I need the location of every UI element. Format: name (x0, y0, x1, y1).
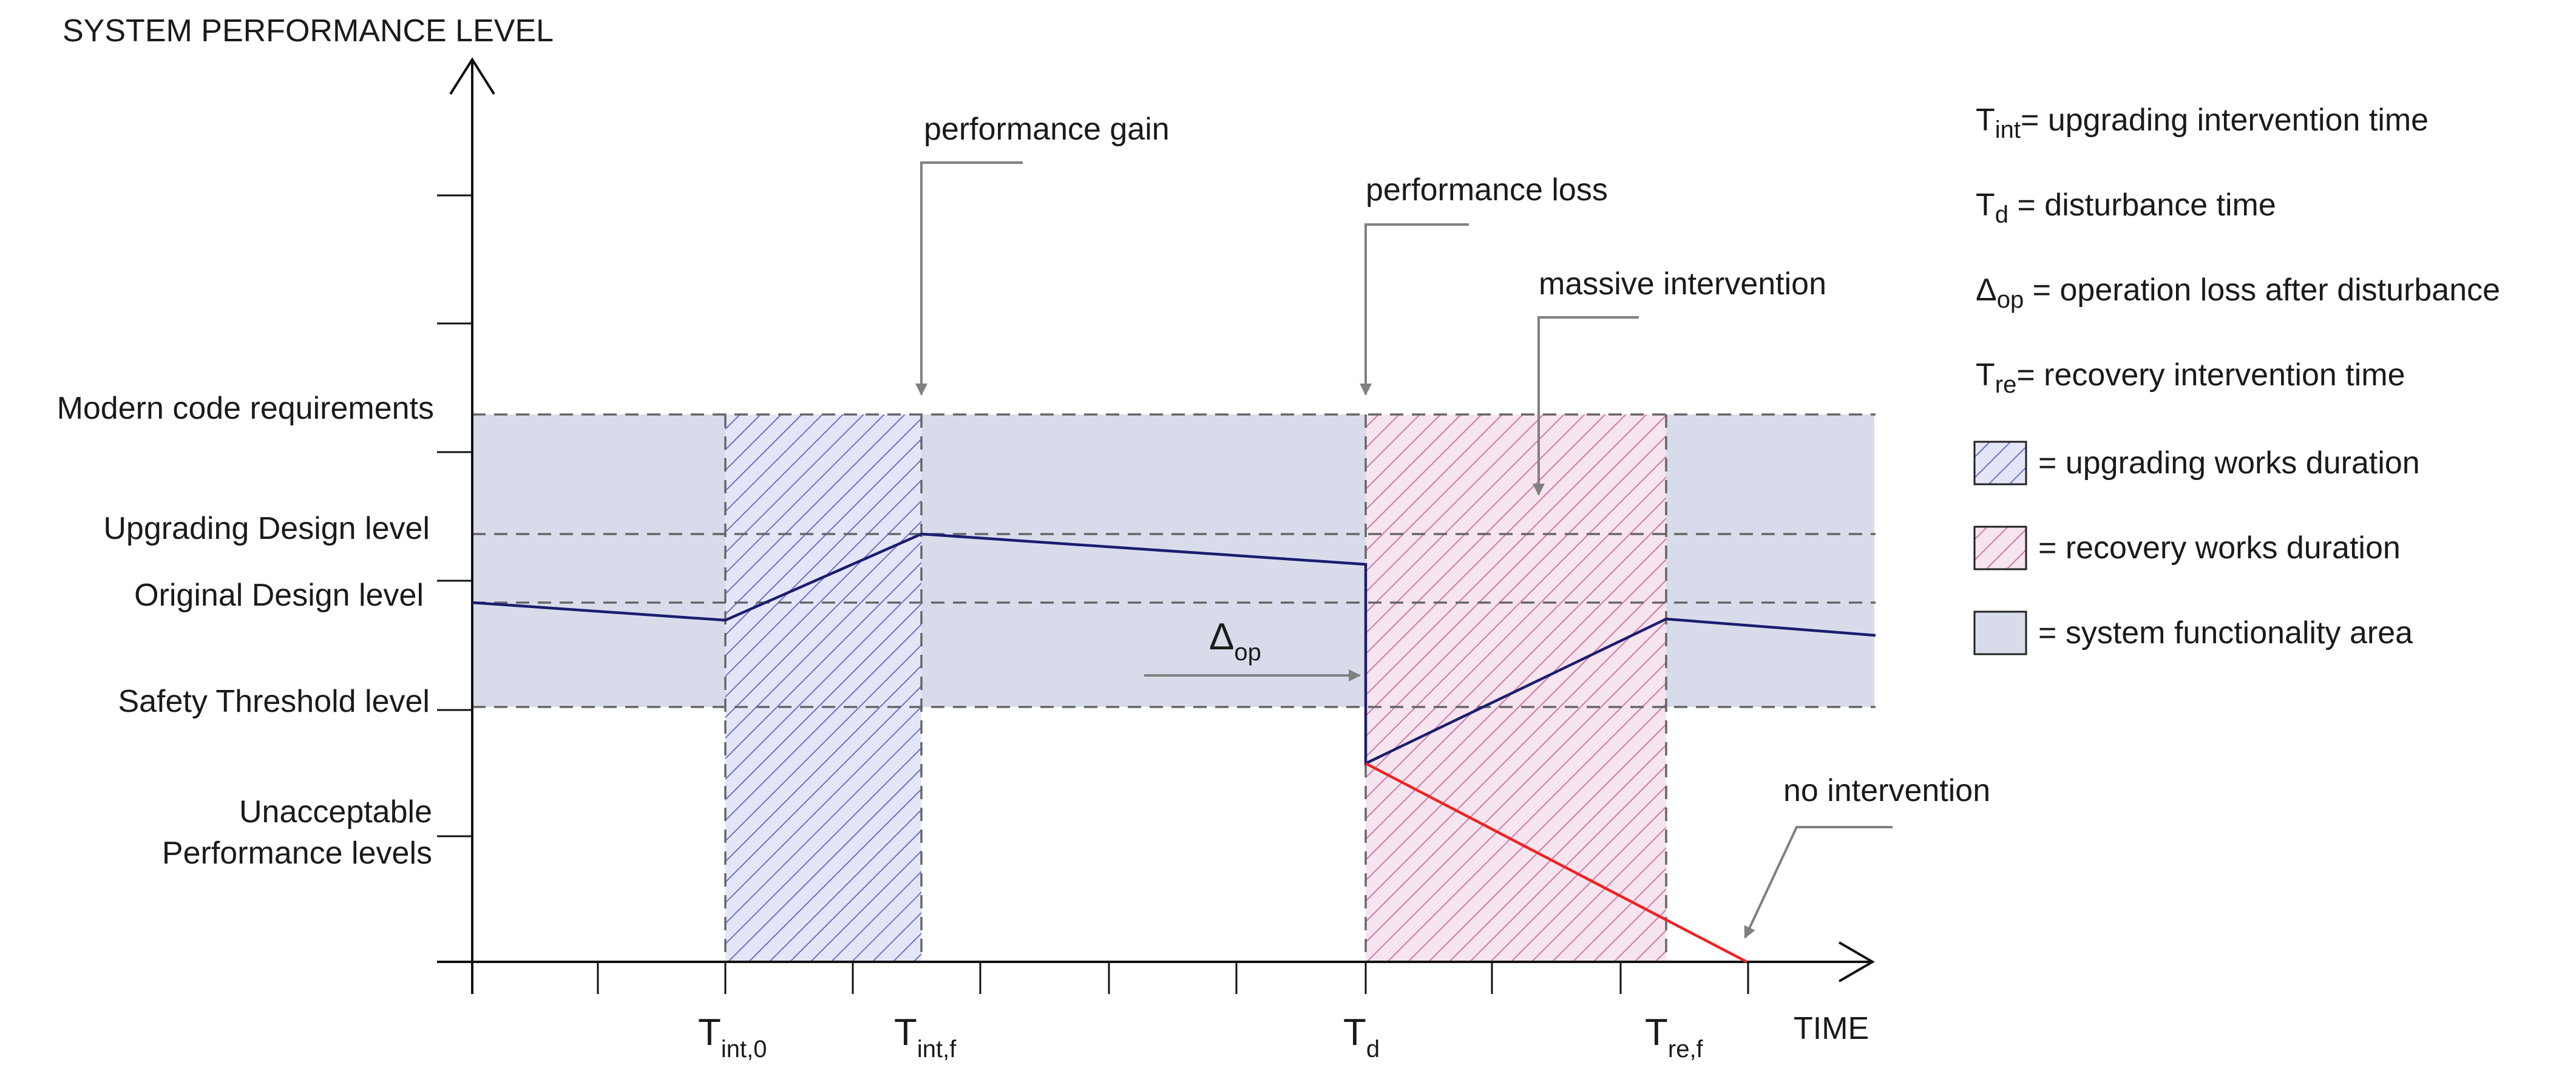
delta-op-label: Δop (1209, 616, 1261, 666)
legend-upgrading-text: = upgrading works duration (2038, 445, 2420, 481)
legend-delta: Δop = operation loss after disturbance (1976, 272, 2500, 313)
tint0-label: Tint,0 (698, 1012, 767, 1063)
legend-recovery-swatch (1973, 526, 2027, 570)
legend-upgrading-swatch (1973, 441, 2027, 485)
upgrading-design-label: Upgrading Design level (103, 511, 430, 546)
no-intervention-line (1364, 762, 1748, 963)
no-intervention-leader (1744, 826, 1893, 939)
x-axis-title: TIME (1794, 1011, 1869, 1046)
legend-tre: Tre= recovery intervention time (1976, 357, 2405, 398)
tref-label: Tre,f (1645, 1012, 1704, 1063)
legend-td: Td = disturbance time (1976, 188, 2276, 228)
performance-gain-label: performance gain (924, 112, 1170, 147)
modern-code-label: Modern code requirements (57, 391, 434, 426)
massive-intervention-leader (1533, 316, 1639, 496)
unacceptable-label-line1: Unacceptable (239, 794, 432, 830)
performance-gain-leader (915, 161, 1023, 396)
legend-area-swatch (1973, 610, 2027, 655)
massive-intervention-label: massive intervention (1539, 266, 1826, 302)
performance-loss-label: performance loss (1366, 172, 1608, 208)
legend-tint: Tint= upgrading intervention time (1976, 103, 2429, 143)
axis-ticks (437, 194, 1749, 994)
td-label: Td (1343, 1012, 1380, 1063)
no-intervention-label: no intervention (1783, 773, 1990, 808)
original-design-label: Original Design level (134, 578, 424, 613)
tintf-label: Tint,f (894, 1012, 957, 1063)
legend-area-text: = system functionality area (2038, 615, 2413, 651)
performance-line (472, 532, 1876, 766)
performance-loss-leader (1360, 223, 1469, 396)
y-axis-arrowhead (449, 57, 495, 95)
legend-recovery-text: = recovery works duration (2038, 530, 2401, 566)
upgrading-works-zone (725, 414, 921, 962)
unacceptable-label-line2: Performance levels (162, 836, 432, 871)
x-axis-arrowhead (1838, 941, 1875, 982)
recovery-works-zone (1366, 414, 1666, 962)
safety-threshold-label: Safety Threshold level (118, 684, 430, 719)
legend: Tint= upgrading intervention time Td = d… (1973, 103, 2500, 655)
y-axis-title: SYSTEM PERFORMANCE LEVEL (63, 13, 554, 49)
